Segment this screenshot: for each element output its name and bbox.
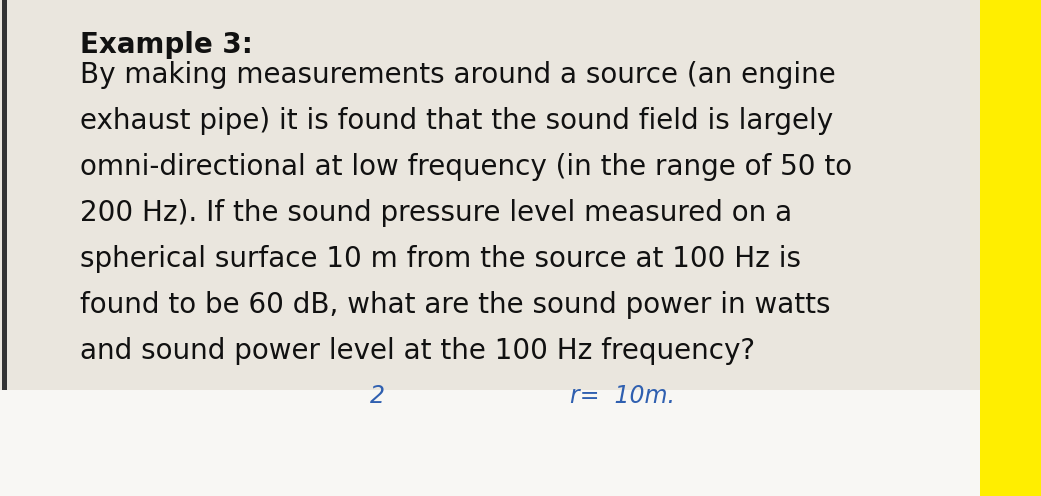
Text: Example 3:: Example 3:: [80, 31, 253, 59]
Text: exhaust pipe) it is found that the sound field is largely: exhaust pipe) it is found that the sound…: [80, 107, 833, 135]
Text: omni-directional at low frequency (in the range of 50 to: omni-directional at low frequency (in th…: [80, 153, 853, 181]
Bar: [0, 0, 980, 390]
Text: 200 Hz). If the sound pressure level measured on a: 200 Hz). If the sound pressure level mea…: [80, 199, 792, 227]
Text: By making measurements around a source (an engine: By making measurements around a source (…: [80, 61, 836, 89]
Bar: [980, 0, 1041, 496]
Bar: [0, 390, 980, 496]
Text: and sound power level at the 100 Hz frequency?: and sound power level at the 100 Hz freq…: [80, 337, 755, 365]
Text: 2: 2: [370, 384, 385, 408]
Text: spherical surface 10 m from the source at 100 Hz is: spherical surface 10 m from the source a…: [80, 245, 801, 273]
Text: r=  10m.: r= 10m.: [570, 384, 675, 408]
Bar: [2, 0, 7, 390]
Text: found to be 60 dB, what are the sound power in watts: found to be 60 dB, what are the sound po…: [80, 291, 831, 319]
